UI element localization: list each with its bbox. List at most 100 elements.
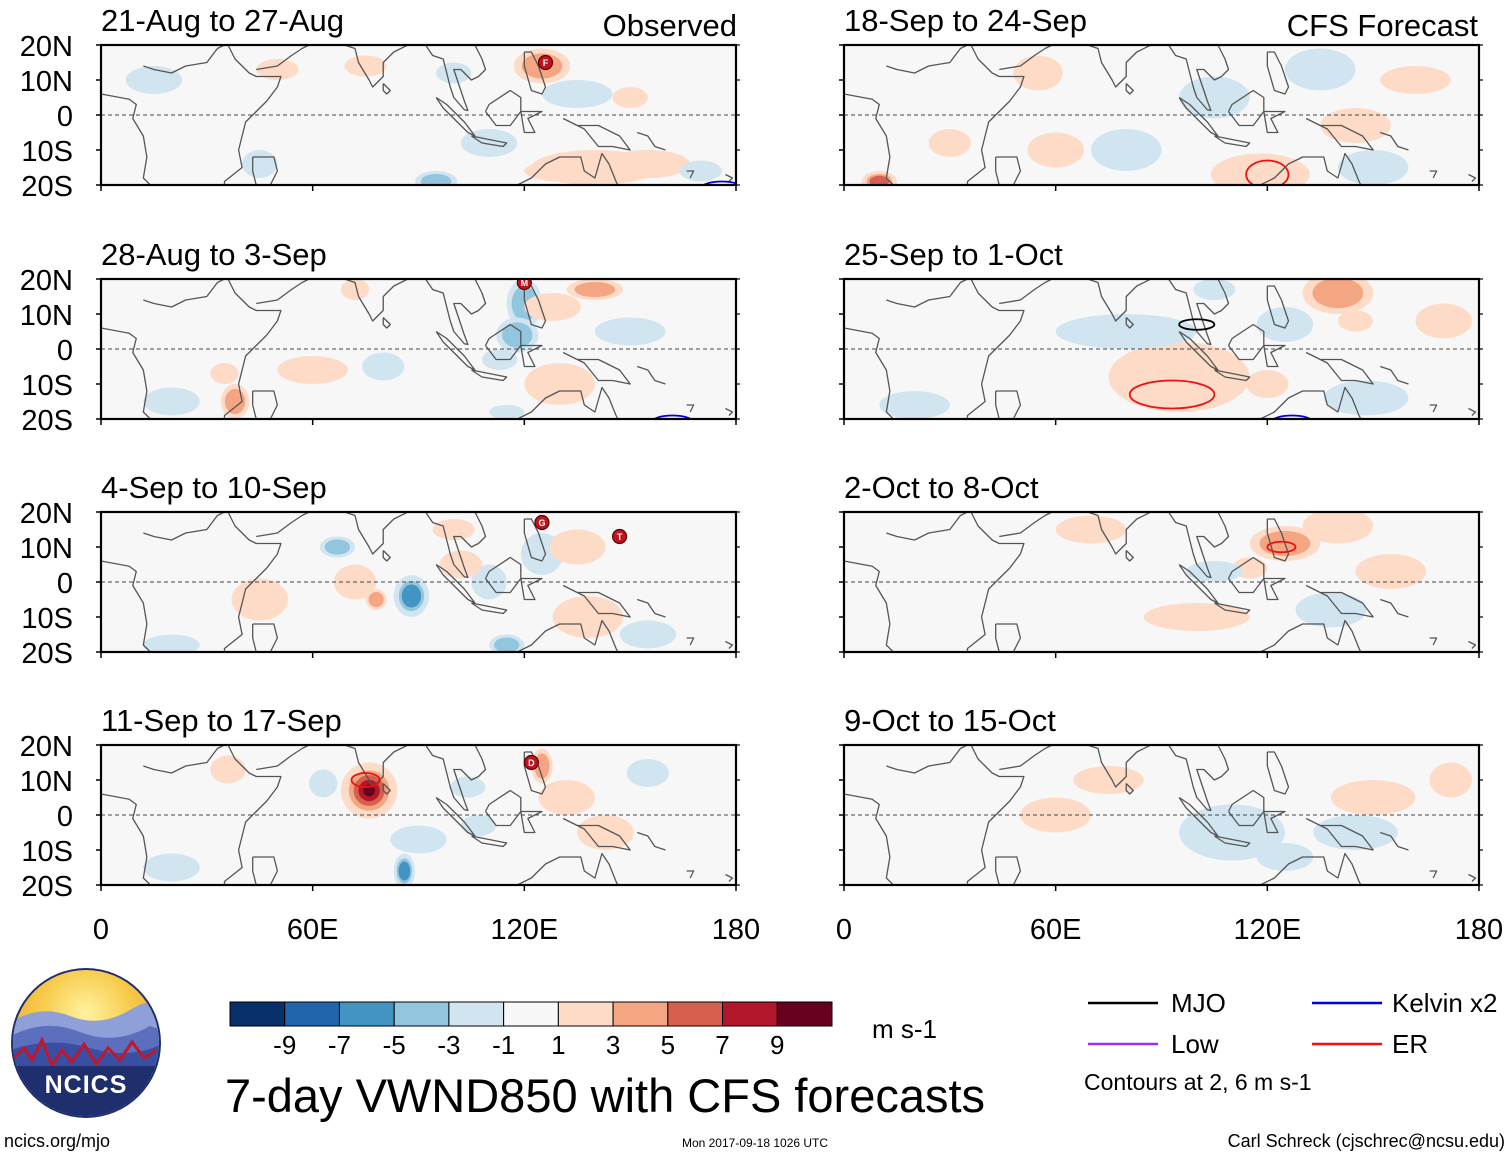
coastline: [435, 563, 476, 604]
coastline: [1468, 173, 1477, 182]
coastline: [999, 279, 1053, 305]
coastline: [333, 279, 409, 322]
lat-tick-label: 10S: [21, 836, 73, 868]
anomaly-core: [869, 175, 889, 185]
footer-site-link[interactable]: ncics.org/mjo: [4, 1131, 110, 1151]
anomaly-core: [420, 173, 452, 185]
panel-period-title: 11-Sep to 17-Sep: [101, 703, 342, 738]
coastline: [1266, 518, 1290, 562]
panel-p7: 2-Oct to 8-Oct: [839, 470, 1483, 658]
coastline: [382, 317, 391, 329]
storm-marker-icon: [534, 514, 550, 531]
anomaly-region: [1295, 592, 1367, 628]
anomaly-region: [1210, 153, 1310, 185]
lon-tick-label: 120E: [1233, 914, 1301, 946]
colorbar-swatch: [776, 1001, 833, 1027]
coastline: [1125, 783, 1134, 795]
coastline: [101, 560, 151, 652]
coastline: [425, 512, 487, 579]
lat-tick-label: 20N: [20, 31, 73, 63]
coastline: [1178, 563, 1219, 604]
coastline: [686, 170, 695, 179]
anomaly-region: [439, 550, 483, 579]
coastline: [333, 512, 409, 555]
logo-text: NCICS: [45, 1071, 128, 1099]
coastline: [637, 365, 666, 385]
anomaly-region: [340, 279, 370, 300]
colorbar-swatch: [229, 1001, 286, 1027]
coastline: [1227, 789, 1265, 827]
colorbar-level-label: 3: [606, 1030, 620, 1060]
coastline: [223, 279, 282, 419]
coastline: [101, 327, 151, 419]
coastline: [502, 152, 619, 185]
anomaly-region: [1246, 370, 1289, 398]
coastline: [520, 810, 543, 834]
coastline: [637, 831, 666, 851]
anomaly-region: [1090, 129, 1162, 171]
anomaly-core: [224, 388, 246, 415]
panel-p6: 25-Sep to 1-Oct: [839, 237, 1483, 425]
coastline: [1380, 831, 1409, 851]
lon-tick-label: 60E: [287, 914, 339, 946]
coastline: [966, 279, 1025, 419]
anomaly-region: [626, 759, 669, 787]
coastline: [1178, 96, 1219, 137]
lat-tick-label: 10S: [21, 603, 73, 635]
anomaly-region: [524, 293, 581, 321]
coastline: [143, 745, 225, 774]
anomaly-region: [1330, 780, 1416, 815]
anomaly-region: [1055, 515, 1127, 544]
lat-tick-label: 10N: [20, 533, 73, 565]
contour-kelvin-x2: [1272, 414, 1312, 419]
coastline: [484, 556, 522, 594]
lat-tick-label: 20N: [20, 265, 73, 297]
coastline: [1305, 584, 1374, 618]
storm-marker-icon: [523, 754, 539, 771]
lat-tick-label: 20N: [20, 731, 73, 763]
anomaly-core: [502, 322, 533, 348]
storm-marker: T: [611, 528, 628, 545]
coastline: [966, 745, 1025, 885]
coastline: [844, 560, 894, 652]
lat-tick-label: 10N: [20, 300, 73, 332]
anomaly-region: [549, 529, 606, 565]
colorbar-level-label: 9: [770, 1030, 784, 1060]
coastline: [886, 512, 968, 541]
storm-marker: F: [537, 54, 554, 71]
coastline: [1266, 285, 1290, 329]
coastline: [562, 351, 631, 385]
anomaly-region: [1429, 762, 1472, 798]
lat-tick-label: 10S: [21, 370, 73, 402]
coastline: [256, 745, 310, 771]
lat-tick-label: 0: [57, 101, 73, 133]
anomaly-region: [1355, 554, 1427, 589]
coastline: [382, 83, 391, 95]
anomaly-region: [538, 780, 595, 815]
contour-kelvin-x2: [701, 180, 736, 185]
anomaly-region: [143, 634, 200, 652]
coastline: [1214, 369, 1251, 382]
coastline: [333, 745, 409, 788]
coastline: [1076, 512, 1152, 555]
anomaly-core: [368, 591, 384, 608]
coastline: [1468, 407, 1477, 416]
panel-p5: 18-Sep to 24-Sep: [839, 3, 1483, 191]
anomaly-core: [493, 637, 520, 652]
storm-letter: D: [528, 758, 535, 768]
anomaly-region: [1284, 48, 1356, 91]
coastline: [435, 330, 476, 371]
coastline: [523, 51, 547, 95]
anomaly-region: [1143, 603, 1250, 631]
forecast-header: CFS Forecast: [1287, 8, 1479, 43]
coastline: [143, 45, 225, 74]
coastline: [1125, 317, 1134, 329]
coastline: [1380, 598, 1409, 618]
colorbar-swatch: [722, 1001, 778, 1027]
coastline: [471, 602, 508, 615]
anomaly-region: [277, 356, 348, 384]
storm-letter: G: [538, 518, 545, 528]
anomaly-region: [605, 150, 691, 178]
